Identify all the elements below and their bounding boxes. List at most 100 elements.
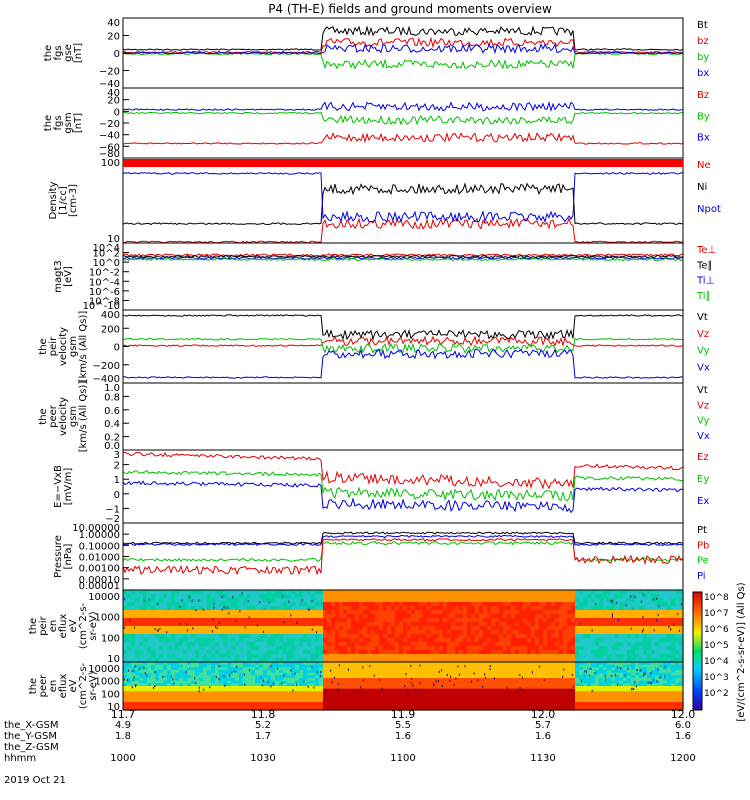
heatmap-cell bbox=[595, 699, 600, 703]
heatmap-cell bbox=[443, 672, 448, 676]
heatmap-cell bbox=[607, 638, 612, 643]
heatmap-cell bbox=[555, 634, 560, 639]
heatmap-cell bbox=[279, 642, 284, 647]
heatmap-cell bbox=[175, 594, 180, 599]
heatmap-cell bbox=[407, 683, 412, 687]
heatmap-cell bbox=[147, 704, 152, 708]
heatmap-cell bbox=[371, 664, 376, 668]
heatmap-cell bbox=[235, 702, 240, 706]
heatmap-cell bbox=[159, 683, 164, 687]
heatmap-cell bbox=[299, 598, 304, 603]
heatmap-cell bbox=[243, 650, 248, 655]
heatmap-cell bbox=[215, 670, 220, 674]
heatmap-cell bbox=[439, 598, 444, 603]
heatmap-cell bbox=[319, 622, 324, 627]
heatmap-cell bbox=[331, 680, 336, 684]
y-axis-label: [nT] bbox=[73, 43, 84, 63]
heatmap-cell bbox=[431, 675, 436, 679]
heatmap-cell bbox=[163, 606, 168, 611]
heatmap-cell bbox=[599, 670, 604, 674]
heatmap-cell bbox=[351, 699, 356, 703]
heatmap-cell bbox=[295, 680, 300, 684]
heatmap-cell bbox=[591, 704, 596, 708]
heatmap-cell bbox=[511, 606, 516, 611]
heatmap-cell bbox=[223, 699, 228, 703]
heatmap-cell bbox=[175, 658, 180, 663]
heatmap-speckle bbox=[157, 629, 158, 632]
heatmap-cell bbox=[403, 702, 408, 706]
heatmap-cell bbox=[159, 662, 164, 666]
heatmap-cell bbox=[191, 650, 196, 655]
heatmap-cell bbox=[351, 594, 356, 599]
heatmap-cell bbox=[579, 602, 584, 607]
heatmap-cell bbox=[439, 664, 444, 668]
heatmap-cell bbox=[419, 598, 424, 603]
heatmap-cell bbox=[631, 598, 636, 603]
heatmap-cell bbox=[207, 704, 212, 708]
heatmap-cell bbox=[587, 683, 592, 687]
heatmap-cell bbox=[291, 702, 296, 706]
heatmap-cell bbox=[599, 626, 604, 631]
heatmap-cell bbox=[419, 634, 424, 639]
heatmap-cell bbox=[283, 707, 288, 711]
heatmap-cell bbox=[647, 618, 652, 623]
heatmap-cell bbox=[147, 672, 152, 676]
heatmap-cell bbox=[195, 662, 200, 666]
heatmap-cell bbox=[635, 602, 640, 607]
heatmap-cell bbox=[639, 614, 644, 619]
heatmap-cell bbox=[523, 694, 528, 698]
heatmap-cell bbox=[283, 598, 288, 603]
legend-entry: Ez bbox=[697, 452, 709, 463]
heatmap-cell bbox=[339, 686, 344, 690]
heatmap-cell bbox=[487, 699, 492, 703]
heatmap-cell bbox=[167, 602, 172, 607]
heatmap-cell bbox=[219, 630, 224, 635]
heatmap-cell bbox=[539, 670, 544, 674]
heatmap-cell bbox=[255, 667, 260, 671]
heatmap-cell bbox=[151, 598, 156, 603]
heatmap-cell bbox=[491, 662, 496, 666]
heatmap-cell bbox=[619, 634, 624, 639]
heatmap-cell bbox=[263, 680, 268, 684]
heatmap-speckle bbox=[212, 618, 214, 621]
heatmap-cell bbox=[247, 646, 252, 651]
heatmap-cell bbox=[563, 650, 568, 655]
heatmap-cell bbox=[259, 683, 264, 687]
heatmap-cell bbox=[371, 638, 376, 643]
heatmap-cell bbox=[399, 614, 404, 619]
heatmap-cell bbox=[211, 704, 216, 708]
heatmap-cell bbox=[247, 707, 252, 711]
heatmap-cell bbox=[291, 638, 296, 643]
heatmap-cell bbox=[423, 646, 428, 651]
heatmap-cell bbox=[415, 699, 420, 703]
heatmap-cell bbox=[195, 691, 200, 695]
heatmap-cell bbox=[255, 691, 260, 695]
heatmap-cell bbox=[419, 614, 424, 619]
heatmap-cell bbox=[295, 707, 300, 711]
heatmap-cell bbox=[343, 634, 348, 639]
heatmap-cell bbox=[447, 634, 452, 639]
heatmap-cell bbox=[467, 610, 472, 615]
heatmap-cell bbox=[563, 642, 568, 647]
heatmap-cell bbox=[159, 670, 164, 674]
heatmap-cell bbox=[155, 650, 160, 655]
heatmap-cell bbox=[319, 614, 324, 619]
heatmap-cell bbox=[679, 642, 684, 647]
heatmap-cell bbox=[415, 707, 420, 711]
heatmap-cell bbox=[523, 704, 528, 708]
heatmap-cell bbox=[403, 694, 408, 698]
heatmap-cell bbox=[311, 662, 316, 666]
heatmap-cell bbox=[127, 606, 132, 611]
heatmap-cell bbox=[127, 686, 132, 690]
heatmap-cell bbox=[123, 650, 128, 655]
heatmap-cell bbox=[539, 650, 544, 655]
heatmap-cell bbox=[219, 658, 224, 663]
heatmap-cell bbox=[359, 622, 364, 627]
heatmap-cell bbox=[391, 696, 396, 700]
heatmap-cell bbox=[255, 638, 260, 643]
heatmap-cell bbox=[475, 675, 480, 679]
heatmap-cell bbox=[235, 707, 240, 711]
heatmap-cell bbox=[375, 699, 380, 703]
heatmap-cell bbox=[399, 598, 404, 603]
heatmap-cell bbox=[503, 658, 508, 663]
